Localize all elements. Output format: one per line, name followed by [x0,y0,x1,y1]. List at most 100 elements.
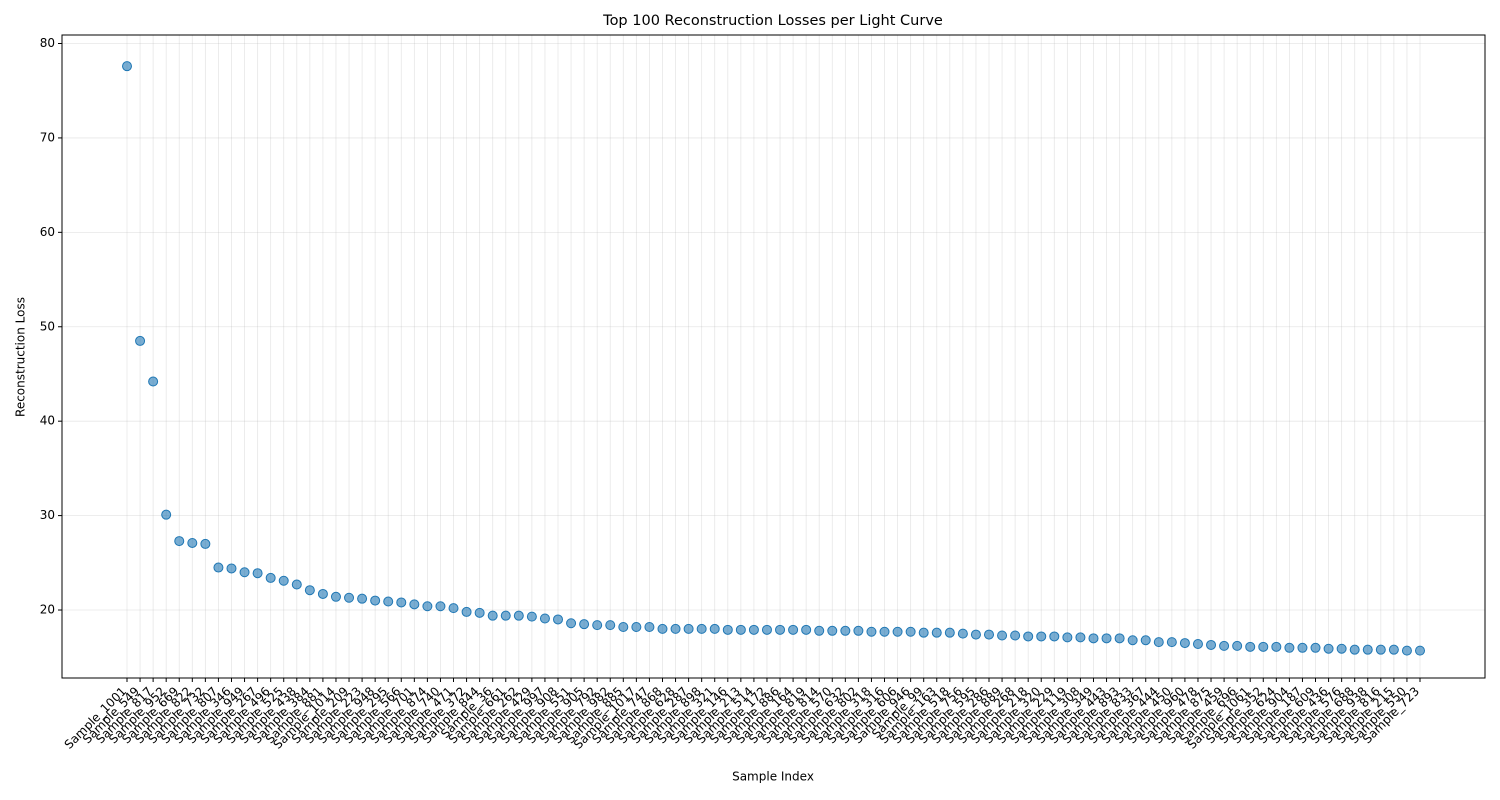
point [657,623,668,634]
point [1140,635,1151,646]
point [1258,641,1269,652]
point [383,596,394,607]
point [487,610,498,621]
point [709,623,720,634]
point [1049,631,1060,642]
point [840,625,851,636]
point [579,619,590,630]
point [148,376,159,387]
point [1362,644,1373,655]
point [592,620,603,631]
point [435,601,446,612]
point [265,572,276,583]
point [1284,642,1295,653]
point [1101,633,1112,644]
point [984,629,994,640]
point [1088,633,1099,644]
point [317,588,328,599]
point [344,592,355,603]
point [866,626,877,637]
point [409,599,420,610]
point [735,624,746,635]
point [330,591,341,602]
point [1336,643,1347,654]
point [761,624,772,635]
point [644,622,655,633]
point [461,606,472,617]
point [957,628,968,639]
point [291,579,302,590]
point [396,597,407,608]
point [422,601,433,612]
point [1036,631,1047,642]
point [213,562,224,573]
point [539,613,550,624]
point [970,629,981,640]
point [357,593,368,604]
point [187,537,198,548]
point [135,335,146,346]
point [304,585,315,596]
point [1062,632,1073,643]
point [1245,641,1256,652]
point [997,630,1008,641]
point [1349,644,1360,655]
grid [62,35,1485,678]
point [566,618,577,629]
point [1153,637,1164,648]
point [905,626,916,637]
point [1388,644,1399,655]
y-axis-label: Reconstruction Loss [14,297,28,417]
point [526,611,537,622]
point [239,567,250,578]
point [1075,632,1086,643]
point [500,610,511,621]
point [683,623,694,634]
point [1232,640,1243,651]
point [1323,643,1334,654]
point [448,603,459,614]
point [1166,637,1177,648]
point [748,624,759,635]
point [370,595,381,606]
point [1023,631,1034,642]
point [944,627,955,638]
point [161,509,172,520]
point [827,625,838,636]
tick-labels: 20304050607080Sample_1001Sample_549Sampl… [40,36,1422,752]
point [696,623,707,634]
point [1401,645,1412,656]
point [931,627,942,638]
y-tick-label: 30 [40,508,55,522]
point [814,625,825,636]
point [879,626,890,637]
point [918,627,929,638]
plot-frame [61,34,1486,679]
y-tick-label: 20 [40,603,55,617]
point [1415,645,1425,656]
chart-title: Top 100 Reconstruction Losses per Light … [602,13,943,29]
y-tick-label: 70 [40,130,55,144]
point [278,575,289,586]
point [670,623,681,634]
point [1297,642,1308,653]
point [513,610,524,621]
point [618,622,629,633]
point [605,620,616,631]
y-tick-label: 60 [40,225,55,239]
y-tick-label: 50 [40,319,55,333]
point [1114,633,1125,644]
point [1219,640,1230,651]
point [1010,630,1021,641]
points [122,61,1425,656]
point [788,624,799,635]
point [853,625,864,636]
y-tick-label: 80 [40,36,55,50]
point [1206,639,1217,650]
point [252,568,263,579]
y-tick-label: 40 [40,414,55,428]
point [722,624,733,635]
point [892,626,903,637]
point [775,624,786,635]
